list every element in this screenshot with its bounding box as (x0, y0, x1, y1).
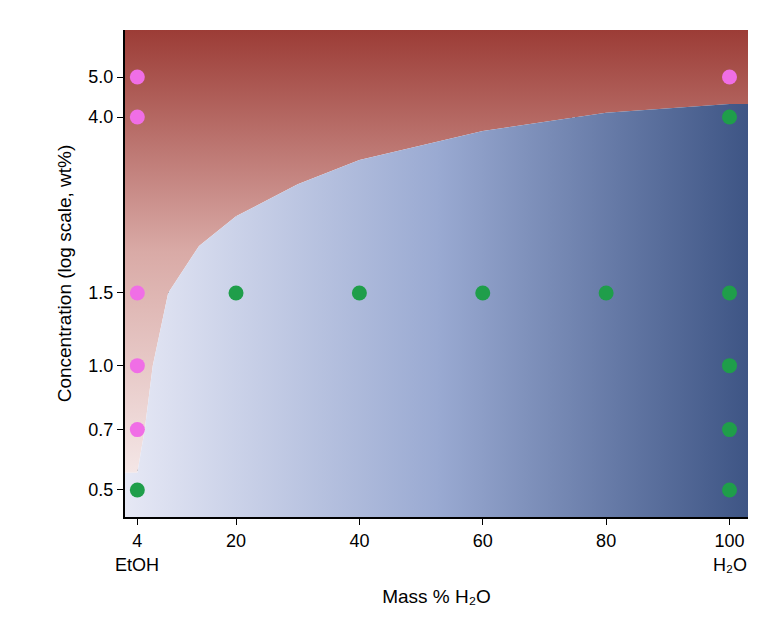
svg-text:EtOH: EtOH (115, 555, 159, 575)
svg-text:100: 100 (714, 531, 744, 551)
svg-text:80: 80 (596, 531, 616, 551)
svg-text:1.5: 1.5 (88, 283, 113, 303)
svg-text:20: 20 (226, 531, 246, 551)
svg-text:5.0: 5.0 (88, 67, 113, 87)
svg-text:Concentration (log scale, wt%): Concentration (log scale, wt%) (54, 145, 75, 403)
svg-text:0.5: 0.5 (88, 480, 113, 500)
svg-text:4: 4 (132, 531, 142, 551)
svg-text:40: 40 (349, 531, 369, 551)
svg-text:60: 60 (473, 531, 493, 551)
svg-text:1.0: 1.0 (88, 356, 113, 376)
svg-text:H₂O: H₂O (713, 555, 747, 575)
svg-text:0.7: 0.7 (88, 420, 113, 440)
svg-text:Mass % H₂O: Mass % H₂O (382, 586, 491, 607)
svg-text:4.0: 4.0 (88, 107, 113, 127)
